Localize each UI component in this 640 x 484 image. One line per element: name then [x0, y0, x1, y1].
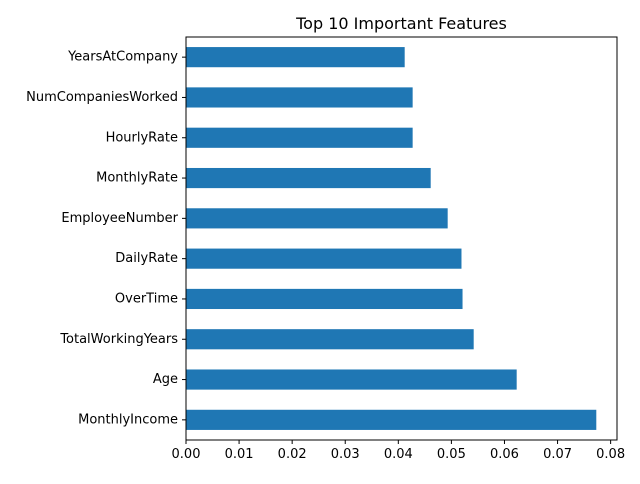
x-axis-ticks: 0.00 0.01 0.02 0.03 0.04 0.05 0.06 0.07 0.08 [172, 440, 625, 462]
bar-Age [186, 369, 517, 390]
bar-TotalWorkingYears [186, 329, 474, 350]
x-tick-label: 0.00 [172, 447, 201, 462]
x-tick-label: 0.04 [384, 447, 413, 462]
y-tick-label: MonthlyRate [96, 171, 178, 186]
x-tick-label: 0.03 [331, 447, 360, 462]
chart-title: Top 10 Important Features [295, 14, 507, 33]
y-axis-ticks: MonthlyIncome Age TotalWorkingYears OverTim… [26, 50, 186, 427]
x-tick-label: 0.08 [596, 447, 625, 462]
x-tick-label: 0.06 [490, 447, 519, 462]
x-tick-label: 0.07 [543, 447, 572, 462]
bars-group [186, 47, 597, 430]
y-tick-label: Age [153, 372, 178, 387]
y-tick-label: MonthlyIncome [78, 412, 178, 427]
y-tick-label: DailyRate [115, 251, 178, 266]
y-tick-label: NumCompaniesWorked [26, 90, 178, 105]
y-tick-label: OverTime [115, 291, 178, 306]
x-tick-label: 0.02 [278, 447, 307, 462]
bar-NumCompaniesWorked [186, 87, 413, 108]
bar-MonthlyRate [186, 167, 431, 189]
x-tick-label: 0.01 [225, 447, 254, 462]
y-tick-label: YearsAtCompany [67, 50, 178, 65]
y-tick-label: HourlyRate [106, 130, 178, 145]
bar-MonthlyIncome [186, 409, 597, 430]
y-tick-label: EmployeeNumber [61, 211, 178, 226]
x-tick-label: 0.05 [437, 447, 466, 462]
bar-OverTime [186, 288, 463, 310]
bar-DailyRate [186, 248, 462, 269]
y-tick-label: TotalWorkingYears [59, 332, 178, 347]
bar-YearsAtCompany [186, 47, 405, 68]
bar-EmployeeNumber [186, 208, 448, 229]
bar-HourlyRate [186, 127, 413, 148]
plot-frame [185, 36, 618, 441]
